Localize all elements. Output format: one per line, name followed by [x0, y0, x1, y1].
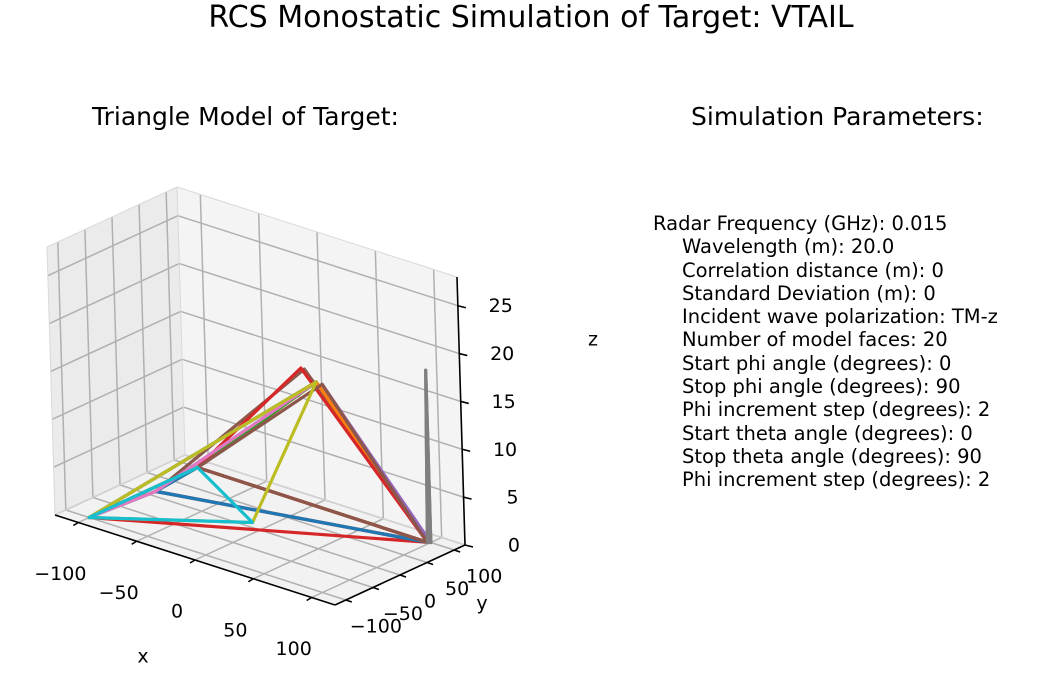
x-tick-label: 0: [171, 601, 183, 623]
y-tick-label: −100: [350, 616, 402, 638]
y-tick: [426, 561, 434, 566]
grid-line: [48, 262, 180, 325]
z-axis-line: [456, 276, 466, 546]
grid-line: [165, 191, 175, 461]
grid-line: [316, 231, 326, 501]
y-tick: [372, 586, 380, 591]
z-tick: [463, 496, 472, 500]
model-face: [87, 465, 255, 525]
x-tick-label: 50: [223, 619, 247, 641]
z-tick: [457, 304, 467, 309]
parameter-line: Phi increment step (degrees): 2: [682, 398, 991, 422]
x-tick: [189, 559, 196, 564]
grid-line: [179, 262, 460, 355]
parameter-line: Start theta angle (degrees): 0: [682, 421, 973, 445]
x-axis-label: x: [137, 646, 148, 668]
y-tick-label: −50: [383, 603, 423, 625]
z-tick-label: 10: [493, 439, 517, 461]
parameter-line: Incident wave polarization: TM-z: [682, 305, 998, 329]
y-tick-label: 50: [445, 578, 469, 600]
x-tick-label: 100: [276, 638, 312, 660]
z-tick-label: 25: [489, 295, 513, 317]
z-tick: [460, 400, 469, 405]
parameters-subtitle: Simulation Parameters:: [691, 102, 984, 131]
x-tick: [306, 596, 313, 602]
x-tick: [72, 521, 79, 527]
z-tick: [459, 352, 468, 357]
grid-line: [432, 269, 443, 538]
z-tick-label: 5: [506, 487, 518, 509]
grid-line: [177, 215, 459, 307]
pane-edge: [176, 186, 186, 456]
parameter-line: Radar Frequency (GHz): 0.015: [653, 212, 948, 235]
grid-line: [47, 215, 179, 277]
z-tick: [464, 544, 474, 548]
grid-line: [50, 310, 182, 373]
y-tick: [399, 574, 407, 578]
y-tick-label: 0: [424, 591, 436, 613]
pane-edge: [54, 454, 186, 516]
parameter-line: Start phi angle (degrees): 0: [682, 351, 952, 375]
grid-line: [138, 204, 148, 473]
model-subtitle: Triangle Model of Target:: [92, 102, 399, 131]
grid-line: [51, 358, 183, 420]
z-tick-label: 15: [492, 391, 516, 413]
grid-line: [111, 216, 121, 486]
z-axis-label: z: [588, 329, 598, 351]
model-face: [195, 382, 430, 544]
figure-title: RCS Monostatic Simulation of Target: VTA…: [208, 0, 854, 35]
model-face: [424, 368, 433, 545]
grid-line: [92, 496, 374, 589]
parameter-line: Stop theta angle (degrees): 90: [682, 444, 982, 468]
grid-line: [53, 406, 184, 468]
parameter-line: Wavelength (m): 20.0: [682, 235, 895, 259]
grid-line: [257, 213, 268, 482]
grid-line: [183, 406, 464, 498]
parameter-line: Stop phi angle (degrees): 90: [682, 375, 961, 399]
parameter-line: Correlation distance (m): 0: [682, 258, 944, 282]
grid-line: [84, 229, 94, 498]
simulation-parameters-list: Radar Frequency (GHz): 0.015 Wavelength (…: [653, 212, 998, 492]
z-tick-label: 20: [490, 343, 514, 365]
y-tick: [453, 549, 461, 553]
y-tick: [345, 599, 353, 603]
y-axis-label: y: [476, 593, 487, 615]
z-tick-label: 0: [508, 535, 520, 557]
grid-line: [181, 358, 463, 450]
pane-edge: [46, 186, 178, 248]
grid-line: [57, 241, 67, 511]
parameter-line: Standard Deviation (m): 0: [682, 281, 936, 305]
pane-edge: [46, 246, 56, 516]
x-tick: [131, 540, 138, 545]
grid-line: [199, 194, 210, 463]
y-tick-label: 100: [466, 566, 502, 588]
x-tick-label: −50: [99, 582, 139, 604]
pane-edge: [176, 186, 458, 278]
x-tick-label: −100: [34, 563, 86, 585]
x-tick: [247, 578, 254, 583]
parameter-line: Number of model faces: 20: [682, 328, 948, 352]
z-tick: [461, 448, 471, 453]
grid-line: [65, 509, 347, 601]
parameter-line: Phi increment step (degrees): 2: [682, 468, 991, 492]
grid-line: [180, 310, 461, 403]
